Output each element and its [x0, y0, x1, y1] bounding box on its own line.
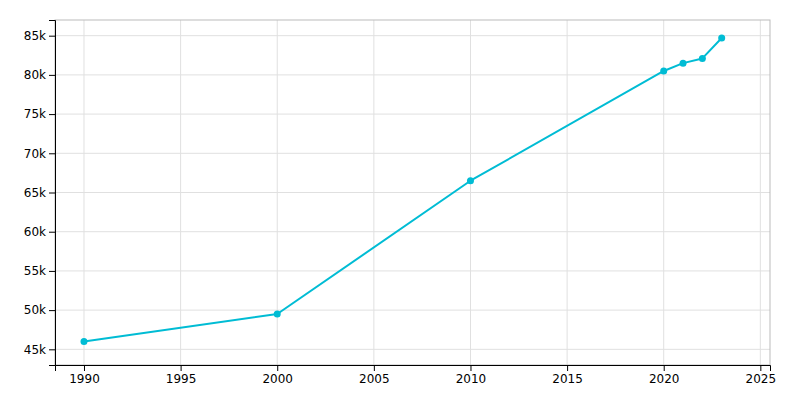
y-tick-label: 70k [24, 147, 46, 161]
y-axis: 45k 50k 55k 60k 65k 70k 75k 80k 85k [24, 21, 56, 366]
y-tick: 80k [24, 68, 55, 82]
x-tick-label: 2025 [746, 372, 777, 386]
plot: 1990 1995 2000 2005 2010 2015 2020 2025 45k 50k 55… [24, 20, 776, 386]
point [467, 177, 474, 184]
point [660, 67, 667, 74]
x-axis: 1990 1995 2000 2005 2010 2015 2020 2025 [56, 365, 777, 386]
y-tick: 50k [24, 303, 55, 317]
y-tick-label: 55k [24, 264, 46, 278]
y-grid-line [55, 310, 770, 311]
y-tick-mark [49, 232, 55, 233]
x-tick: 2010 [456, 365, 487, 386]
x-grid-line [760, 20, 761, 365]
y-tick-label: 60k [24, 225, 46, 239]
x-tick: 2015 [552, 365, 583, 386]
x-tick-mark [760, 365, 761, 371]
x-axis-line [56, 366, 771, 372]
x-tick: 2020 [649, 365, 680, 386]
y-grid-line [55, 35, 770, 36]
y-tick-mark [49, 271, 55, 272]
x-grid-line [470, 20, 471, 365]
plot-frame [55, 20, 770, 365]
y-grid-line [55, 349, 770, 350]
y-tick-label: 75k [24, 107, 46, 121]
point [699, 55, 706, 62]
x-tick: 2000 [262, 365, 293, 386]
x-tick-label: 1995 [166, 372, 197, 386]
x-tick-label: 2000 [262, 372, 293, 386]
x-grid-line [83, 20, 84, 365]
x-tick: 2005 [359, 365, 390, 386]
x-tick: 2025 [746, 365, 777, 386]
y-tick: 60k [24, 225, 55, 239]
y-tick: 65k [24, 186, 55, 200]
y-tick-mark [49, 193, 55, 194]
point [80, 338, 87, 345]
chart: 1990 1995 2000 2005 2010 2015 2020 2025 45k 50k 55… [0, 0, 800, 400]
x-grid-line [567, 20, 568, 365]
x-tick-mark [567, 365, 568, 371]
x-tick-mark [664, 365, 665, 371]
x-grid-line [373, 20, 374, 365]
y-tick-mark [49, 36, 55, 37]
y-tick-mark [49, 153, 55, 154]
y-tick: 55k [24, 264, 55, 278]
y-tick-label: 50k [24, 303, 46, 317]
x-grid-line [180, 20, 181, 365]
y-tick: 75k [24, 107, 55, 121]
x-tick: 1990 [69, 365, 100, 386]
line [84, 38, 722, 341]
y-grid-line [55, 192, 770, 193]
grid [55, 20, 770, 365]
y-tick-mark [49, 114, 55, 115]
x-tick-mark [277, 365, 278, 371]
x-tick: 1995 [166, 365, 197, 386]
y-grid-line [55, 114, 770, 115]
y-tick-label: 65k [24, 186, 46, 200]
y-tick: 45k [24, 343, 55, 357]
y-tick-mark [49, 310, 55, 311]
y-tick-label: 85k [24, 29, 46, 43]
y-tick-mark [49, 75, 55, 76]
x-tick-label: 2015 [552, 372, 583, 386]
y-tick-label: 45k [24, 343, 46, 357]
y-tick-label: 80k [24, 68, 46, 82]
y-grid-line [55, 153, 770, 154]
data-layer [80, 35, 725, 345]
y-grid-line [55, 231, 770, 232]
x-tick-label: 2020 [649, 372, 680, 386]
point [680, 60, 687, 67]
x-tick-label: 2005 [359, 372, 390, 386]
x-tick-mark [181, 365, 182, 371]
y-grid-line [55, 270, 770, 271]
y-axis-line [49, 21, 56, 366]
x-tick-mark [374, 365, 375, 371]
point [274, 311, 281, 318]
y-grid-line [55, 74, 770, 75]
point [718, 35, 725, 42]
x-tick-mark [84, 365, 85, 371]
x-tick-label: 1990 [69, 372, 100, 386]
y-tick-mark [49, 349, 55, 350]
y-tick: 70k [24, 147, 55, 161]
x-tick-mark [470, 365, 471, 371]
y-tick: 85k [24, 29, 55, 43]
x-tick-label: 2010 [456, 372, 487, 386]
